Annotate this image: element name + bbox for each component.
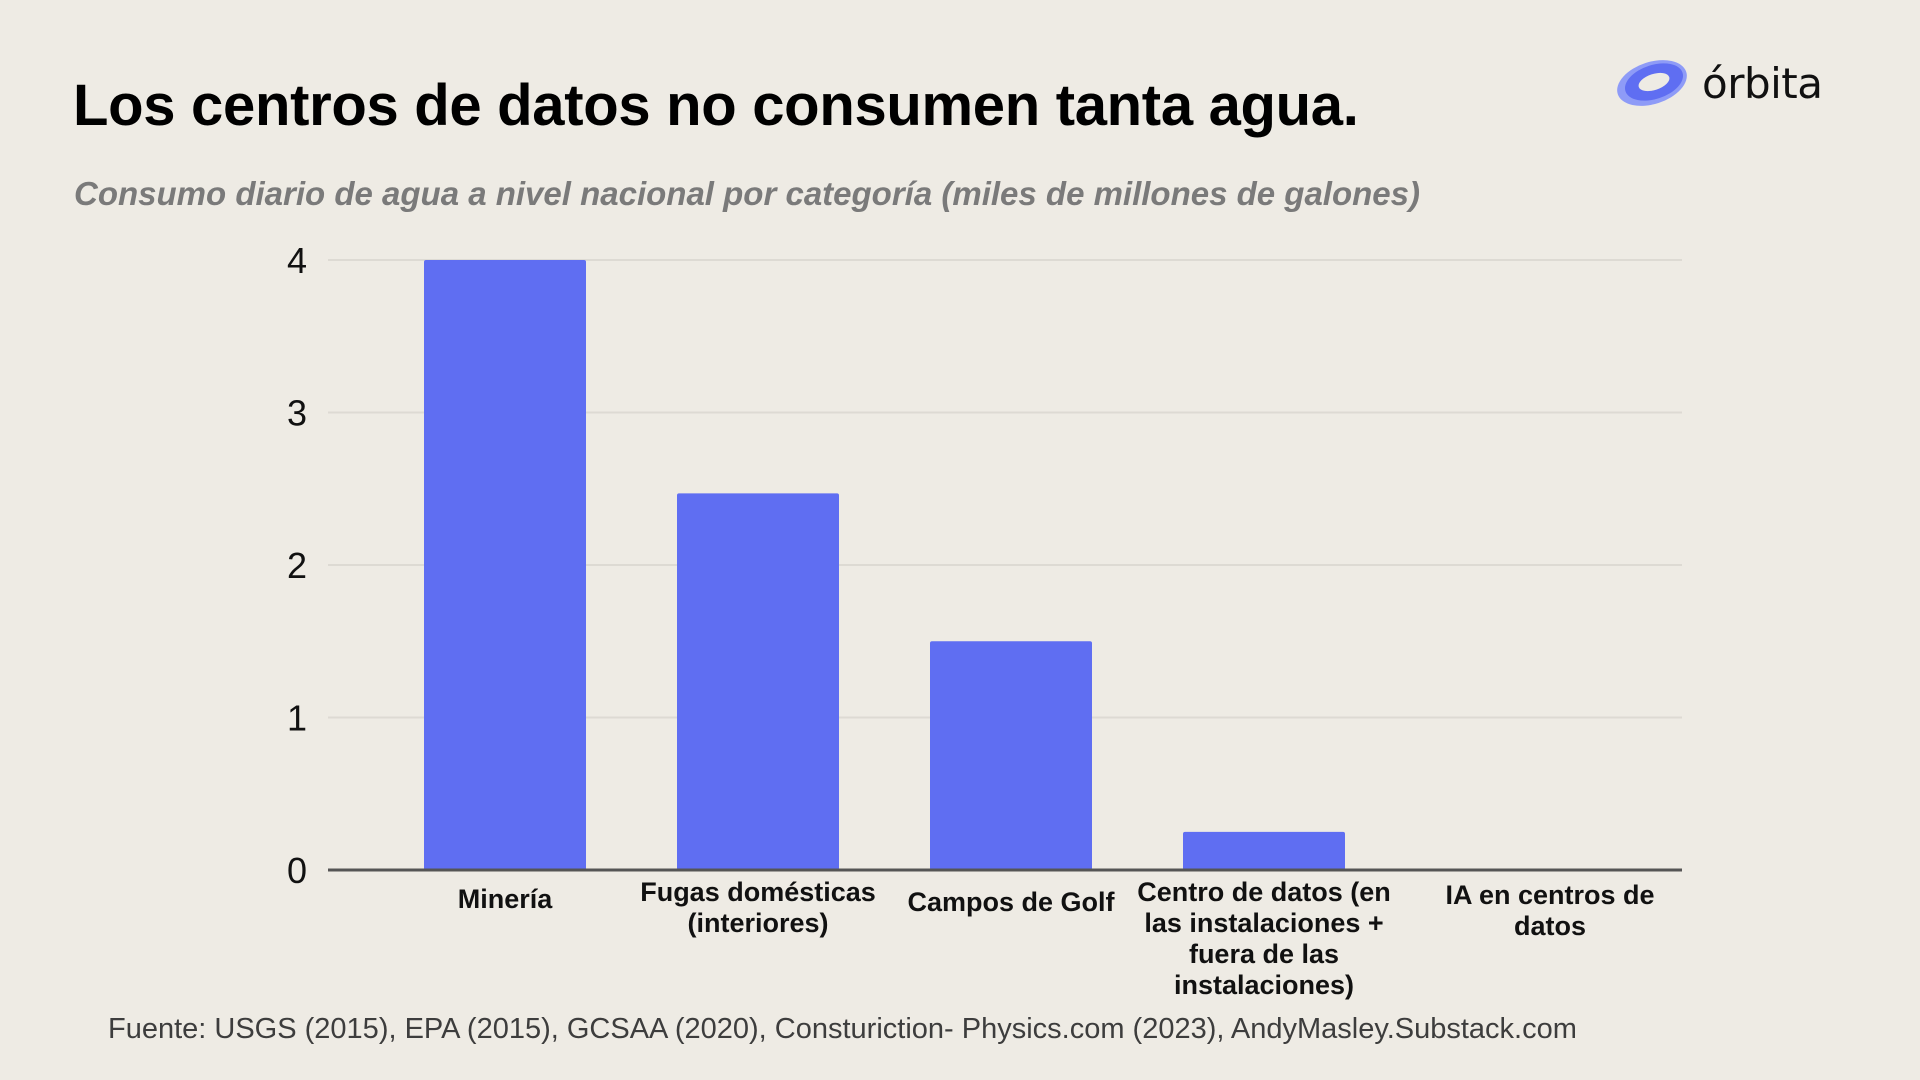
bar (1183, 831, 1345, 870)
x-tick-label: Fugas domésticas (interiores) (640, 877, 876, 938)
y-tick-label: 0 (287, 850, 307, 891)
bar (677, 493, 839, 870)
y-tick-label: 1 (287, 698, 307, 739)
x-tick-label: IA en centros de datos (1445, 880, 1655, 941)
bar (930, 641, 1092, 870)
x-tick-label: Campos de Golf (907, 887, 1115, 917)
page-title: Los centros de datos no consumen tanta a… (73, 73, 1359, 138)
source-note: Fuente: USGS (2015), EPA (2015), GCSAA (… (108, 1013, 1577, 1045)
brand-name: órbita (1702, 58, 1823, 108)
x-tick-label: Minería (457, 884, 553, 914)
y-tick-label: 3 (287, 393, 307, 434)
chart-subtitle: Consumo diario de agua a nivel nacional … (74, 175, 1420, 212)
y-tick-label: 2 (287, 545, 307, 586)
y-axis-ticks: 0 1 2 3 4 (287, 240, 307, 891)
bars (424, 260, 1345, 870)
y-tick-label: 4 (287, 240, 307, 281)
bar (424, 260, 586, 870)
orbit-ring-icon (1617, 60, 1687, 106)
brand-logo: órbita (1612, 52, 1823, 114)
x-tick-label: Centro de datos (en las instalaciones + … (1137, 877, 1391, 1000)
